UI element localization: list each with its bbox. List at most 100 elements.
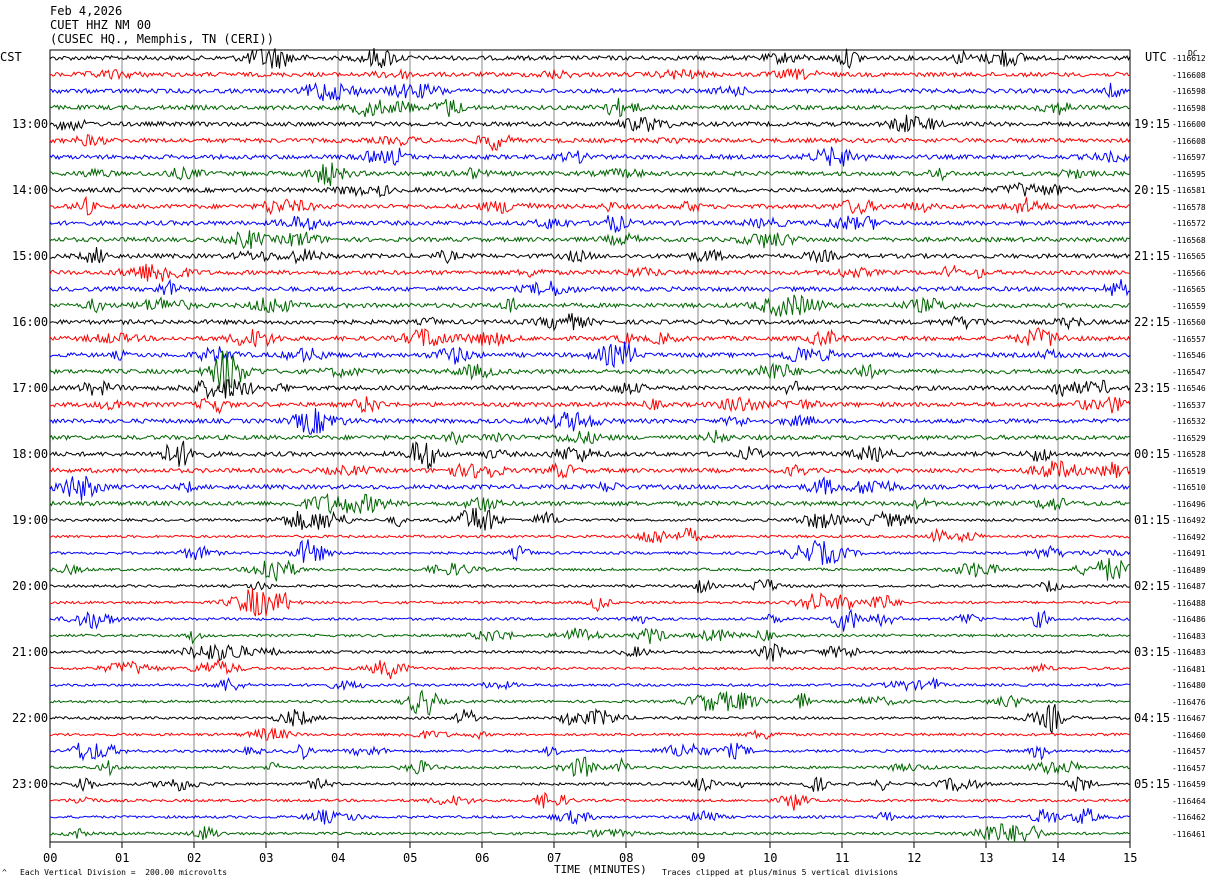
right-hour-label: 21:15 — [1134, 249, 1171, 263]
dc-offset-value: -116491 — [1172, 549, 1206, 558]
x-tick-label: 04 — [331, 851, 346, 865]
seismic-trace-line — [49, 440, 1131, 470]
seismic-trace-line — [49, 507, 1131, 531]
seismic-trace-line — [49, 263, 1131, 282]
dc-offset-value: -116578 — [1172, 202, 1206, 212]
left-hour-label: 15:00 — [12, 249, 49, 263]
seismic-trace-line — [49, 429, 1131, 446]
vertical-scale-note: Each Vertical Division = 200.00 microvol… — [20, 868, 228, 877]
seismic-trace-line — [49, 341, 1131, 369]
x-tick-label: 09 — [691, 851, 706, 865]
left-hour-label: 19:00 — [12, 513, 49, 527]
dc-offset-value: -116462 — [1172, 813, 1206, 822]
station-code: CUET HHZ NM 00 — [50, 18, 152, 32]
right-hour-label: 22:15 — [1134, 315, 1171, 329]
seismic-trace-line — [49, 67, 1131, 81]
dc-offset-value: -116532 — [1172, 417, 1206, 426]
dc-offset-value: -116560 — [1172, 318, 1206, 327]
seismic-trace-line — [49, 776, 1131, 793]
x-tick-label: 07 — [547, 851, 562, 865]
clip-note: Traces clipped at plus/minus 5 vertical … — [662, 868, 899, 877]
right-hour-label: 05:15 — [1134, 777, 1171, 791]
x-tick-label: 02 — [187, 851, 202, 865]
seismic-trace-line — [49, 558, 1131, 582]
dc-offset-value: -116488 — [1172, 598, 1206, 608]
x-tick-label: 10 — [763, 851, 778, 865]
seismic-trace-line — [49, 539, 1131, 565]
seismic-traces — [49, 48, 1131, 843]
seismic-trace-line — [49, 278, 1131, 297]
seismic-trace-line — [49, 327, 1131, 348]
seismic-trace-line — [49, 643, 1131, 662]
x-axis-ticks — [49, 842, 1131, 848]
seismic-trace-line — [49, 294, 1131, 317]
left-hour-label: 17:00 — [12, 381, 49, 395]
seismic-trace-line — [49, 181, 1131, 198]
dc-offset-value: -116459 — [1172, 780, 1206, 789]
dc-offset-value: -116481 — [1172, 664, 1206, 674]
seismic-trace-line — [49, 658, 1131, 680]
left-hour-label: 22:00 — [12, 711, 49, 725]
dc-offset-value: -116566 — [1172, 268, 1206, 278]
seismic-trace-line — [49, 756, 1130, 777]
seismic-trace-line — [49, 727, 1131, 741]
seismic-trace-line — [49, 689, 1131, 716]
seismic-trace-line — [49, 350, 1131, 393]
left-hour-label: 13:00 — [12, 117, 49, 131]
seismic-trace-line — [49, 791, 1131, 811]
dc-offset-value: -116559 — [1172, 301, 1206, 311]
left-hour-label: 16:00 — [12, 315, 49, 329]
dc-offset-value: -116480 — [1172, 681, 1206, 690]
right-hour-label: 02:15 — [1134, 579, 1171, 593]
x-axis-title: TIME (MINUTES) — [554, 863, 647, 876]
left-hour-label: 20:00 — [12, 579, 49, 593]
x-tick-label: 03 — [259, 851, 274, 865]
seismic-trace-line — [49, 313, 1131, 332]
dc-offset-value: -116608 — [1172, 70, 1206, 80]
right-hour-label: 04:15 — [1134, 711, 1171, 725]
dc-offset-header: DC — [1188, 49, 1198, 58]
x-tick-label: 11 — [835, 851, 850, 865]
seismic-trace-line — [49, 742, 1131, 762]
left-hour-label: 23:00 — [12, 777, 49, 791]
station-location: (CUSEC HQ., Memphis, TN (CERI)) — [50, 32, 274, 46]
dc-offset-value: -116476 — [1172, 697, 1206, 707]
dc-offset-value: -116457 — [1172, 747, 1206, 756]
plot-frame — [49, 49, 1131, 843]
x-tick-label: 00 — [43, 851, 58, 865]
seismic-trace-line — [49, 823, 1131, 843]
seismic-trace-line — [49, 676, 1131, 693]
seismic-trace-line — [49, 627, 1131, 645]
x-tick-label: 12 — [907, 851, 922, 865]
seismic-trace-line — [49, 588, 1131, 617]
left-hour-label: 18:00 — [12, 447, 49, 461]
right-hour-label: 23:15 — [1134, 381, 1171, 395]
dc-offset-value: -116568 — [1172, 235, 1206, 245]
dc-offset-value: -116608 — [1172, 136, 1206, 146]
dc-offset-value: -116510 — [1172, 483, 1206, 492]
seismic-trace-line — [49, 195, 1131, 216]
dc-offset-value: -116597 — [1172, 153, 1206, 162]
seismic-trace-line — [49, 246, 1131, 265]
dc-offset-value: -116595 — [1172, 169, 1206, 179]
dc-offset-value: -116486 — [1172, 615, 1206, 624]
dc-offset-value: -116467 — [1172, 714, 1206, 723]
left-hour-label: 21:00 — [12, 645, 49, 659]
dc-offset-value: -116529 — [1172, 433, 1206, 443]
right-hour-label: 03:15 — [1134, 645, 1171, 659]
dc-offset-value: -116496 — [1172, 499, 1206, 509]
right-hour-label: 19:15 — [1134, 117, 1171, 131]
dc-offset-value: -116598 — [1172, 87, 1206, 96]
dc-offset-value: -116483 — [1172, 631, 1206, 641]
seismic-trace-line — [49, 492, 1131, 515]
seismic-trace-line — [49, 162, 1131, 187]
x-tick-label: 05 — [403, 851, 418, 865]
dc-offset-value: -116547 — [1172, 367, 1206, 377]
left-timezone-label: CST — [0, 50, 22, 64]
x-tick-label: 08 — [619, 851, 634, 865]
minute-gridlines — [121, 50, 1059, 842]
seismic-trace-line — [49, 395, 1131, 415]
seismic-trace-line — [49, 114, 1131, 133]
dc-offset-value: -116528 — [1172, 450, 1206, 459]
